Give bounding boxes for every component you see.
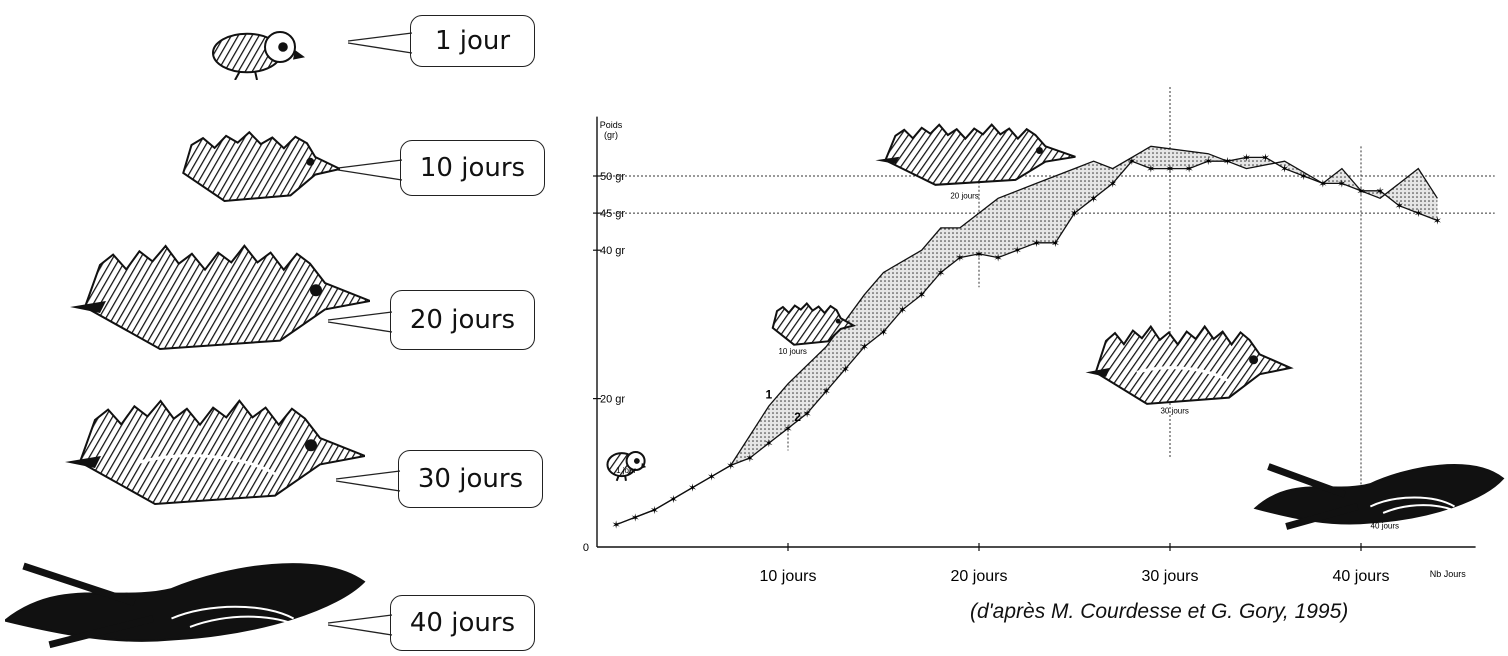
y-tick-label: 40 gr	[600, 245, 625, 257]
data-point-star: ✶	[1013, 244, 1022, 257]
series-label: 2	[794, 410, 801, 424]
data-point-star: ✶	[1318, 177, 1327, 190]
series-line-1	[615, 145, 1438, 526]
data-point-star: ✶	[726, 459, 735, 472]
series-line-2	[615, 156, 1438, 526]
data-point-star: ✶	[764, 437, 773, 450]
data-point-star: ✶	[1184, 163, 1193, 176]
x-tick-label: 10 jours	[760, 568, 817, 585]
data-point-star: ✶	[1070, 207, 1079, 220]
y-tick-label: 50 gr	[600, 171, 625, 183]
swift-adult-icon	[1253, 463, 1505, 530]
data-point-star: ✶	[802, 407, 811, 420]
swift-chick-icon	[212, 31, 305, 80]
data-point-star: ✶	[1242, 151, 1251, 164]
data-point-star: ✶	[974, 248, 983, 261]
bubble-pointer	[328, 311, 393, 333]
data-point-star: ✶	[611, 519, 620, 532]
data-point-star: ✶	[783, 422, 792, 435]
data-point-star: ✶	[1280, 163, 1289, 176]
data-point-star: ✶	[1204, 155, 1213, 168]
data-point-star: ✶	[1223, 155, 1232, 168]
swift-chick-icon	[65, 399, 365, 506]
data-point-star: ✶	[841, 363, 850, 376]
data-point-star: ✶	[707, 471, 716, 484]
data-point-star: ✶	[745, 452, 754, 465]
x-tick-label: 30 jours	[1142, 568, 1199, 585]
swift-chick-icon	[1085, 324, 1294, 405]
x-tick-label: 20 jours	[951, 568, 1008, 585]
data-point-star: ✶	[669, 493, 678, 506]
inset-age-label: 1 jour	[616, 466, 636, 475]
data-point-star: ✶	[1299, 170, 1308, 183]
inset-age-label: 20 jours	[950, 191, 978, 200]
data-point-star: ✶	[650, 504, 659, 517]
inset-age-label: 40 jours	[1371, 521, 1399, 530]
stage-label-bubble: 40 jours	[390, 595, 535, 651]
data-point-star: ✶	[1165, 163, 1174, 176]
bubble-pointer	[336, 470, 401, 492]
data-point-star: ✶	[1089, 192, 1098, 205]
swift-chick-icon	[771, 302, 857, 346]
inset-age-label: 30 jours	[1160, 406, 1188, 415]
source-citation: (d'après M. Courdesse et G. Gory, 1995)	[970, 600, 1349, 623]
swift-chick-icon	[182, 130, 340, 203]
swift-chick-icon	[606, 450, 647, 482]
data-point-star: ✶	[822, 385, 831, 398]
data-point-star: ✶	[1127, 155, 1136, 168]
data-point-star: ✶	[1395, 200, 1404, 213]
series-label: 1	[766, 388, 773, 402]
inset-age-label: 10 jours	[778, 347, 806, 356]
data-point-star: ✶	[1051, 237, 1060, 250]
bubble-pointer	[348, 32, 413, 54]
data-point-star: ✶	[1433, 215, 1442, 228]
x-tick-label: 40 jours	[1333, 568, 1390, 585]
data-point-star: ✶	[1337, 177, 1346, 190]
data-point-star: ✶	[1375, 185, 1384, 198]
data-point-star: ✶	[1261, 151, 1270, 164]
y-tick-label: 45 gr	[600, 208, 625, 220]
stage-label-bubble: 20 jours	[390, 290, 535, 350]
swift-adult-icon	[5, 562, 366, 649]
data-point-star: ✶	[1032, 237, 1041, 250]
stage-label-bubble: 1 jour	[410, 15, 535, 67]
data-point-star: ✶	[1356, 185, 1365, 198]
data-point-star: ✶	[898, 304, 907, 317]
data-point-star: ✶	[1146, 163, 1155, 176]
data-point-star: ✶	[936, 266, 945, 279]
stage-label-bubble: 30 jours	[398, 450, 543, 508]
bubble-pointer	[328, 614, 393, 636]
data-point-star: ✶	[993, 252, 1002, 265]
data-point-star: ✶	[1108, 177, 1117, 190]
data-point-star: ✶	[860, 341, 869, 354]
shaded-range-area	[616, 146, 1438, 525]
data-point-star: ✶	[688, 482, 697, 495]
y-axis-unit: (gr)	[604, 130, 618, 140]
swift-chick-icon	[875, 123, 1076, 186]
y-tick-label: 20 gr	[600, 394, 625, 406]
data-point-star: ✶	[955, 252, 964, 265]
data-point-star: ✶	[1414, 207, 1423, 220]
x-axis-label: Nb Jours	[1430, 569, 1467, 579]
y-axis-label: Poids	[600, 120, 623, 130]
swift-chick-icon	[70, 244, 370, 351]
y-tick-label: 0	[583, 542, 589, 554]
data-point-star: ✶	[631, 511, 640, 524]
stage-label-bubble: 10 jours	[400, 140, 545, 196]
bubble-pointer	[338, 159, 403, 181]
data-point-star: ✶	[917, 289, 926, 302]
data-point-star: ✶	[879, 326, 888, 339]
